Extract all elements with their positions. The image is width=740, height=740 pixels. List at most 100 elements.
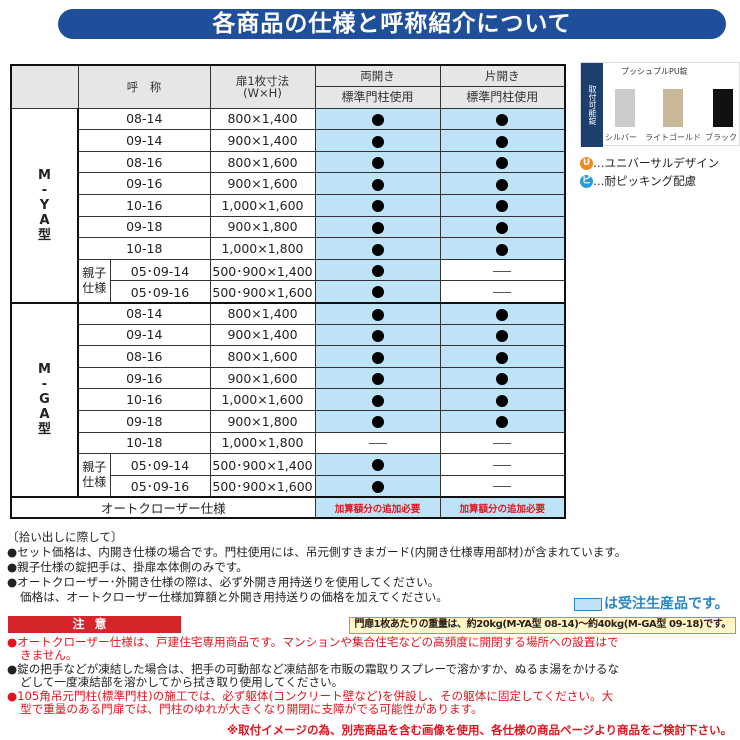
double-availability — [314, 237, 441, 260]
table-row: 09-14 900×1,400 — [11, 129, 566, 152]
available-dot-icon — [371, 373, 384, 386]
single-availability — [439, 431, 566, 455]
nominal-code: 05･09-16 — [109, 280, 211, 304]
nominal-code: 09-14 — [77, 129, 211, 152]
header-nominal: 呼 称 — [77, 64, 211, 109]
available-dot-icon — [371, 329, 384, 342]
anti-picking-icon: ピ — [580, 175, 593, 188]
single-availability — [439, 453, 566, 476]
available-dot-icon — [371, 178, 384, 191]
unavailable-dash-icon — [493, 443, 512, 445]
unavailable-dash-icon — [368, 443, 387, 445]
double-availability — [314, 345, 441, 368]
double-availability — [314, 194, 441, 217]
nominal-code: 05･09-14 — [109, 453, 211, 476]
note-item: ●親子仕様の錠把手は、掛扉本体側のみです。 — [7, 560, 248, 574]
notes-heading: 〔拾い出しに際して〕 — [7, 530, 123, 544]
door-size: 500･900×1,600 — [209, 280, 316, 304]
single-availability — [439, 172, 566, 196]
nominal-code: 10-18 — [77, 431, 211, 455]
door-size: 900×1,400 — [209, 129, 316, 152]
available-dot-icon — [496, 329, 509, 342]
double-availability — [314, 388, 441, 411]
product-image: 取付可能錠 プッシュプルPU錠 シルバー ライトゴールド ブラック — [580, 62, 740, 147]
unavailable-dash-icon — [493, 464, 512, 466]
footer-note: ※取付イメージの為、別売商品を含む画像を使用、各仕様の商品ページより商品をご検討… — [227, 723, 732, 737]
door-size: 1,000×1,800 — [209, 237, 316, 260]
made-to-order-text: は受注生産品です。 — [604, 596, 729, 612]
available-dot-icon — [371, 200, 384, 213]
nominal-code: 09-18 — [77, 215, 211, 239]
product-caption: プッシュプルPU錠 — [621, 67, 688, 76]
caution-item-cont: どして一度凍結部を溶かしてから拭き取り使用してください。 — [20, 675, 344, 690]
single-availability — [439, 345, 566, 368]
single-availability — [439, 280, 566, 304]
header-size-sub: (W×H) — [243, 85, 282, 100]
caution-item: ●オートクローザー仕様は、戸建住宅専用商品です。マンションや集合住宅などの高頻度… — [7, 635, 619, 649]
available-dot-icon — [371, 265, 384, 278]
header-size: 扉1枚寸法 (W×H) — [209, 64, 316, 109]
handle-lightgold-icon — [663, 89, 683, 127]
double-availability — [314, 129, 441, 152]
single-availability — [439, 215, 566, 239]
nominal-code: 10-18 — [77, 237, 211, 260]
table-row: 10-18 1,000×1,800 — [11, 237, 566, 260]
available-dot-icon — [371, 416, 384, 429]
legend-universal: U …ユニバーサルデザイン — [580, 155, 719, 171]
caution-item-cont: きません。 — [20, 648, 78, 663]
unavailable-dash-icon — [493, 291, 512, 293]
door-size: 800×1,600 — [209, 345, 316, 368]
table-row: 08-16 800×1,600 — [11, 150, 566, 174]
header-group — [10, 64, 79, 109]
single-availability — [439, 474, 566, 498]
single-availability — [439, 237, 566, 260]
double-availability — [314, 215, 441, 239]
handle-silver-icon — [615, 89, 635, 127]
door-size: 500･900×1,600 — [209, 474, 316, 498]
made-to-order-swatch — [574, 597, 602, 611]
autocloser-double: 加算額分の追加必要 — [314, 495, 441, 519]
nominal-code: 09-16 — [77, 366, 211, 390]
single-availability — [439, 150, 566, 174]
nominal-code: 08-14 — [77, 107, 211, 131]
door-size: 500･900×1,400 — [209, 258, 316, 282]
made-to-order-legend: は受注生産品です。 — [574, 596, 729, 612]
legend-text: …ユニバーサルデザイン — [593, 156, 720, 170]
table-row: 09-14 900×1,400 — [11, 323, 566, 347]
table-row: M - Y A 型 08-14 800×1,400 — [10, 107, 566, 304]
legend-picking: ピ …耐ピッキング配慮 — [580, 173, 696, 189]
double-availability — [314, 172, 441, 196]
double-availability — [314, 366, 441, 390]
available-dot-icon — [371, 394, 384, 407]
door-size: 900×1,400 — [209, 323, 316, 347]
legend-text: …耐ピッキング配慮 — [593, 174, 697, 188]
available-dot-icon — [371, 113, 384, 126]
note-item: 価格は、オートクローザー仕様加算額と外開き用持送りの価格を加えてください。 — [20, 590, 448, 604]
available-dot-icon — [371, 459, 384, 472]
single-availability — [439, 129, 566, 152]
double-availability — [314, 410, 441, 433]
single-availability — [439, 366, 566, 390]
door-size: 800×1,400 — [209, 107, 316, 131]
single-availability — [439, 107, 566, 131]
caution-heading: 注意 — [8, 616, 181, 633]
color-lightgold: ライトゴールド — [645, 133, 701, 142]
available-dot-icon — [496, 373, 509, 386]
table-row: 09-16 900×1,600 — [11, 172, 566, 196]
table-row: M - G A 型 08-14 800×1,400 — [10, 301, 566, 498]
nominal-code: 09-18 — [77, 410, 211, 433]
door-size: 900×1,800 — [209, 410, 316, 433]
table-row: 05･09-16 500･900×1,600 — [11, 474, 566, 498]
handle-black-icon — [713, 89, 733, 127]
page-title: 各商品の仕様と呼称紹介について — [58, 9, 726, 39]
available-dot-icon — [496, 135, 509, 148]
spec-table: 呼 称 扉1枚寸法 (W×H) 両開き 片開き 標準門柱使用 標準門柱使用 M-Y… — [10, 64, 566, 520]
available-dot-icon — [371, 308, 384, 321]
single-availability — [439, 301, 566, 325]
table-row: 親子仕様 05･09-14 500･900×1,400 — [11, 258, 566, 304]
available-dot-icon — [496, 157, 509, 170]
double-availability — [314, 474, 441, 498]
nominal-code: 09-14 — [77, 323, 211, 347]
table-row: 09-16 900×1,600 — [11, 366, 566, 390]
